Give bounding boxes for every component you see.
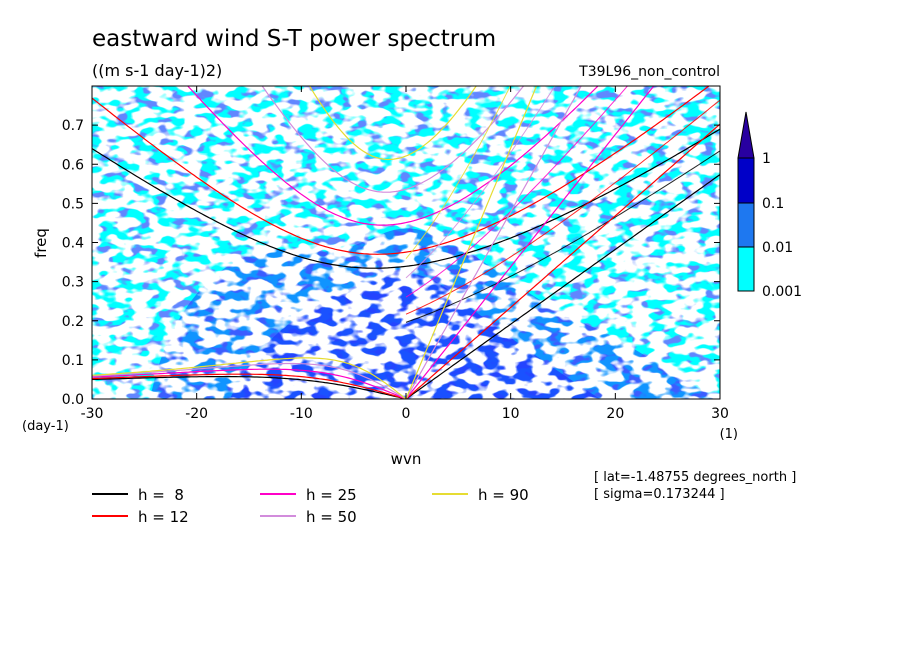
inertia-gravity-curve bbox=[308, 86, 477, 161]
equatorial-rossby-curve bbox=[92, 376, 407, 399]
inertia-gravity-curve bbox=[187, 86, 599, 226]
y-tick-label: 0.3 bbox=[62, 275, 84, 291]
equatorial-rossby-curve bbox=[92, 373, 407, 399]
dispersion-curves bbox=[92, 86, 720, 399]
y-tick-label: 0.7 bbox=[62, 118, 84, 134]
colorbar-label: 1 bbox=[762, 151, 771, 167]
chart-title: eastward wind S-T power spectrum bbox=[92, 26, 496, 52]
y-axis: 0.0 0.1 0.2 0.3 0.4 0.5 0.6 0.7 bbox=[62, 118, 720, 408]
mixed-rossby-gravity-curve bbox=[405, 86, 629, 298]
chart-subtitle: ((m s-1 day-1)2) bbox=[92, 61, 222, 80]
mixed-rossby-gravity-curve bbox=[405, 86, 511, 260]
x-axis-label: wvn bbox=[391, 450, 422, 468]
x-tick-label: 30 bbox=[711, 406, 729, 422]
colorbar-segment bbox=[737, 246, 755, 292]
equatorial-rossby-curve bbox=[92, 357, 407, 399]
y-tick-label: 0.5 bbox=[62, 196, 84, 212]
legend: h = 8 h = 12 h = 25 h = 50 h = 90 bbox=[92, 486, 529, 526]
colorbar-label: 0.1 bbox=[762, 196, 784, 212]
legend-label: h = 8 bbox=[138, 486, 184, 504]
legend-label: h = 12 bbox=[138, 508, 189, 526]
y-tick-label: 0.1 bbox=[62, 353, 84, 369]
kelvin-wave-line bbox=[405, 123, 720, 399]
low-power-gaps bbox=[92, 86, 720, 399]
kelvin-wave-line bbox=[405, 174, 720, 399]
colorbar: 0.001 0.01 0.1 1 bbox=[737, 111, 802, 300]
x-tick-label: 20 bbox=[606, 406, 624, 422]
latitude-annotation: [ lat=-1.48755 degrees_north ] bbox=[594, 470, 796, 485]
legend-label: h = 25 bbox=[306, 486, 357, 504]
x-tick-label: -10 bbox=[290, 406, 313, 422]
x-units-label: (1) bbox=[720, 427, 738, 442]
equatorial-rossby-curve bbox=[92, 368, 407, 399]
x-tick-label: 10 bbox=[502, 406, 520, 422]
y-tick-label: 0.6 bbox=[62, 157, 84, 173]
x-tick-label: -30 bbox=[81, 406, 104, 422]
colorbar-label: 0.01 bbox=[762, 240, 793, 256]
colorbar-extend-triangle bbox=[737, 111, 755, 159]
spectrum-shading bbox=[92, 86, 720, 399]
kelvin-wave-line bbox=[405, 86, 538, 399]
inertia-gravity-curve bbox=[261, 86, 525, 193]
kelvin-wave-line bbox=[405, 86, 582, 399]
y-tick-label: 0.4 bbox=[62, 236, 84, 252]
legend-label: h = 50 bbox=[306, 508, 357, 526]
mixed-rossby-gravity-curve bbox=[405, 86, 556, 279]
colorbar-segment bbox=[737, 202, 755, 248]
y-tick-label: 0.0 bbox=[62, 392, 84, 408]
inertia-gravity-curve bbox=[92, 86, 710, 255]
run-label: T39L96_non_control bbox=[578, 64, 720, 80]
mixed-rossby-gravity-curve bbox=[405, 99, 720, 315]
y-axis-label: freq bbox=[32, 228, 50, 258]
y-tick-label: 0.2 bbox=[62, 314, 84, 330]
x-tick-label: -20 bbox=[185, 406, 208, 422]
x-tick-label: 0 bbox=[402, 406, 411, 422]
y-units-label: (day-1) bbox=[22, 419, 69, 434]
equatorial-rossby-curve bbox=[92, 362, 407, 399]
sigma-annotation: [ sigma=0.173244 ] bbox=[594, 487, 725, 502]
kelvin-wave-line bbox=[405, 86, 655, 399]
x-axis: -30 -20 -10 0 10 20 30 bbox=[81, 86, 729, 422]
legend-label: h = 90 bbox=[478, 486, 529, 504]
inertia-gravity-curve bbox=[92, 128, 720, 269]
colorbar-segment bbox=[737, 157, 755, 204]
colorbar-label: 0.001 bbox=[762, 284, 802, 300]
mixed-rossby-gravity-curve bbox=[405, 150, 720, 323]
